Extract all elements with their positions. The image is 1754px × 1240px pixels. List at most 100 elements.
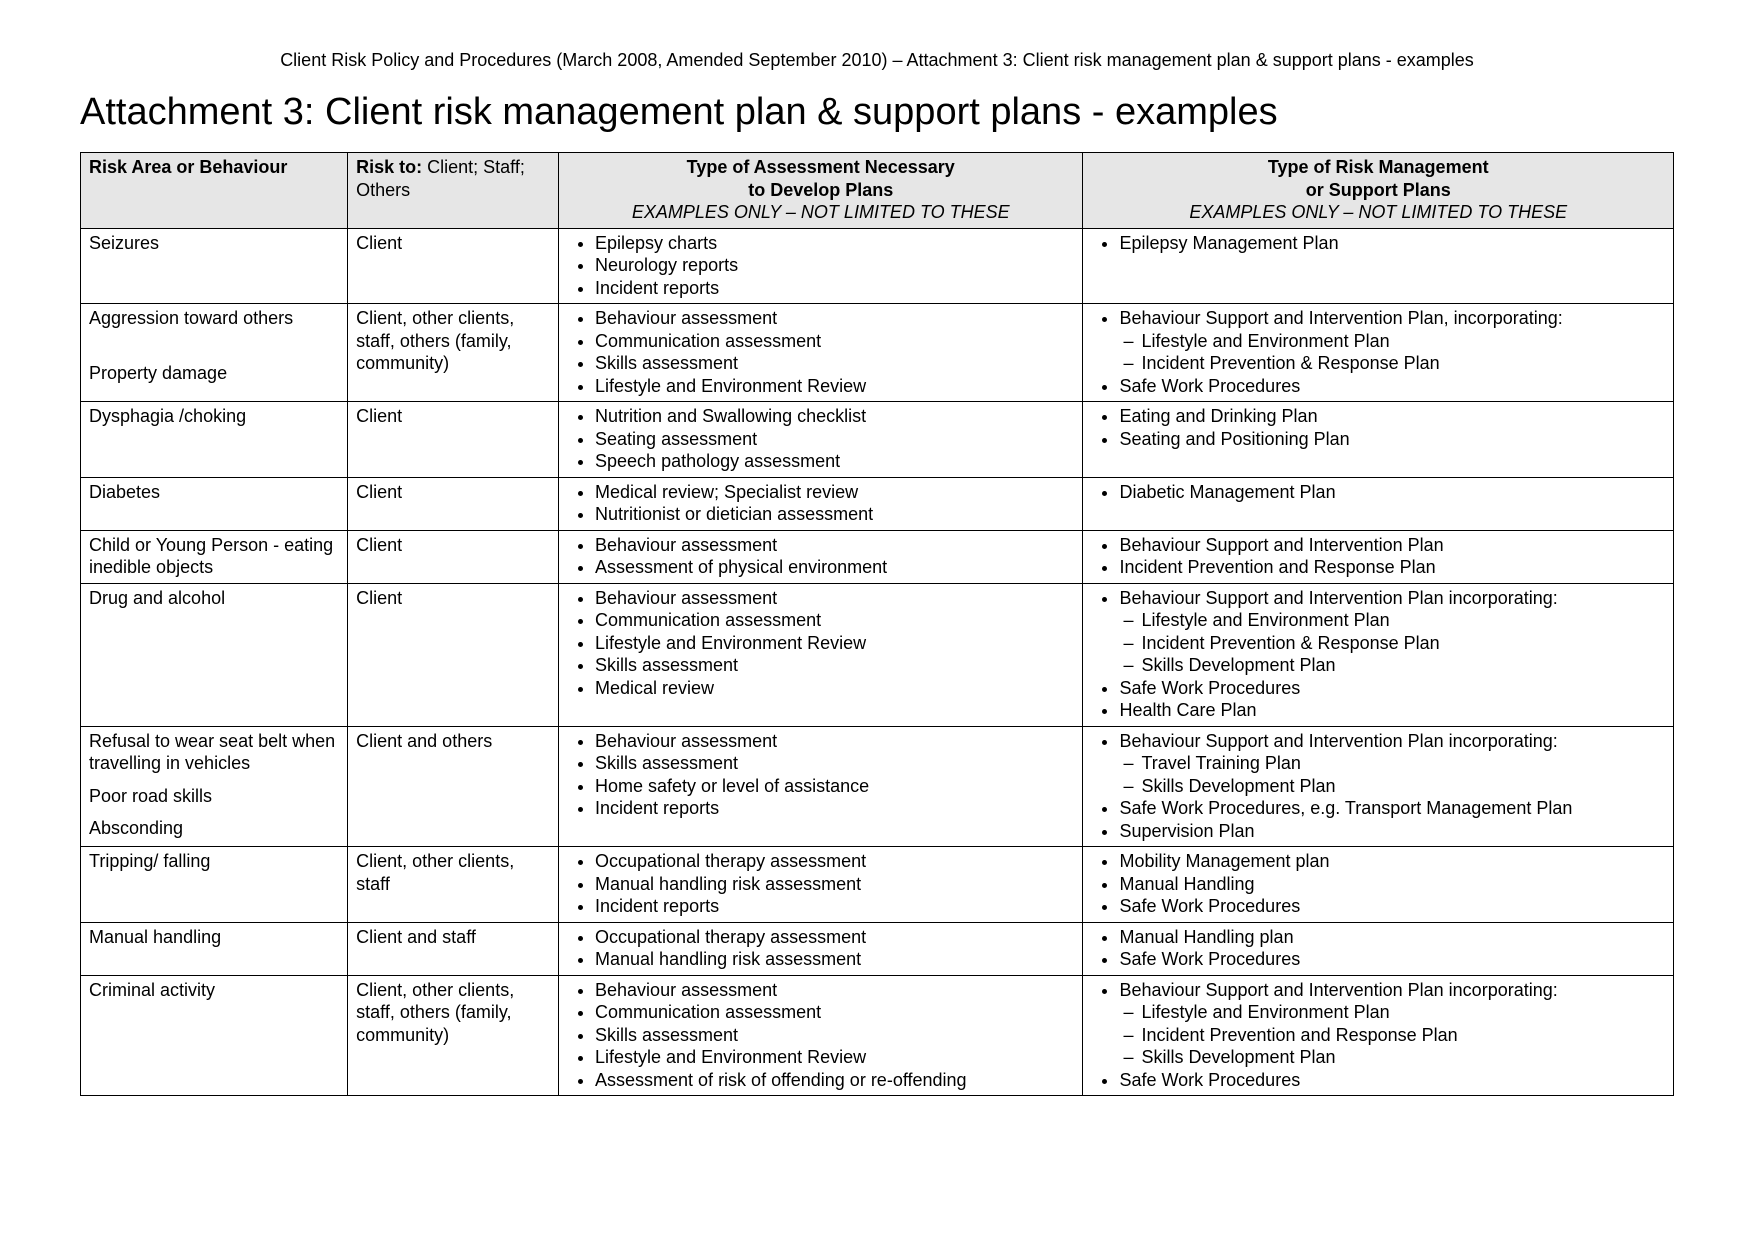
list-item: Occupational therapy assessment	[595, 926, 1074, 949]
list-item: Assessment of risk of offending or re-of…	[595, 1069, 1074, 1092]
list-item: Behaviour Support and Intervention Plan …	[1119, 730, 1665, 798]
cell-risk-area: Diabetes	[81, 477, 348, 530]
list-item: Manual handling risk assessment	[595, 873, 1074, 896]
list-subitem: Skills Development Plan	[1141, 1046, 1665, 1069]
cell-assessment: Behaviour assessmentAssessment of physic…	[559, 530, 1083, 583]
risk-area-text: Poor road skills	[89, 785, 339, 808]
list-item: Safe Work Procedures, e.g. Transport Man…	[1119, 797, 1665, 820]
list-item: Manual handling risk assessment	[595, 948, 1074, 971]
risk-area-text: Tripping/ falling	[89, 850, 339, 873]
list-item: Behaviour assessment	[595, 534, 1074, 557]
risk-area-text: Refusal to wear seat belt when travellin…	[89, 730, 339, 775]
list-subitem: Skills Development Plan	[1141, 775, 1665, 798]
cell-assessment: Occupational therapy assessmentManual ha…	[559, 922, 1083, 975]
col-header-assessment: Type of Assessment Necessary to Develop …	[559, 153, 1083, 229]
list-item: Speech pathology assessment	[595, 450, 1074, 473]
list-item: Skills assessment	[595, 654, 1074, 677]
list-item: Home safety or level of assistance	[595, 775, 1074, 798]
table-row: Seizures ClientEpilepsy chartsNeurology r…	[81, 228, 1674, 304]
list-item: Mobility Management plan	[1119, 850, 1665, 873]
cell-plans: Behaviour Support and Intervention Plan …	[1083, 583, 1674, 726]
list-item: Skills assessment	[595, 1024, 1074, 1047]
col-header-assessment-l2: to Develop Plans	[748, 180, 893, 200]
list-item: Seating and Positioning Plan	[1119, 428, 1665, 451]
col-header-assessment-sub: EXAMPLES ONLY – NOT LIMITED TO THESE	[567, 201, 1074, 224]
cell-plans: Behaviour Support and Intervention PlanI…	[1083, 530, 1674, 583]
cell-assessment: Behaviour assessmentSkills assessmentHom…	[559, 726, 1083, 847]
list-item: Assessment of physical environment	[595, 556, 1074, 579]
list-item: Behaviour Support and Intervention Plan,…	[1119, 307, 1665, 375]
cell-risk-area: Drug and alcohol	[81, 583, 348, 726]
list-item: Nutritionist or dietician assessment	[595, 503, 1074, 526]
cell-risk-to: Client, other clients, staff, others (fa…	[348, 304, 559, 402]
list-item: Behaviour assessment	[595, 730, 1074, 753]
table-row: Child or Young Person - eating inedible …	[81, 530, 1674, 583]
list-item: Manual Handling	[1119, 873, 1665, 896]
risk-table: Risk Area or Behaviour Risk to: Client; …	[80, 152, 1674, 1096]
cell-risk-to: Client and staff	[348, 922, 559, 975]
list-subitem: Incident Prevention and Response Plan	[1141, 1024, 1665, 1047]
cell-risk-area: Dysphagia /choking	[81, 402, 348, 478]
document-header: Client Risk Policy and Procedures (March…	[80, 50, 1674, 71]
table-row: Tripping/ falling Client, other clients, …	[81, 847, 1674, 923]
cell-plans: Epilepsy Management Plan	[1083, 228, 1674, 304]
cell-risk-area: Child or Young Person - eating inedible …	[81, 530, 348, 583]
cell-risk-to: Client, other clients, staff	[348, 847, 559, 923]
list-item: Behaviour Support and Intervention Plan	[1119, 534, 1665, 557]
page-title: Attachment 3: Client risk management pla…	[80, 91, 1674, 134]
cell-risk-to: Client	[348, 228, 559, 304]
cell-risk-area: Tripping/ falling	[81, 847, 348, 923]
list-item: Behaviour Support and Intervention Plan …	[1119, 979, 1665, 1069]
cell-assessment: Epilepsy chartsNeurology reportsIncident…	[559, 228, 1083, 304]
list-subitem: Incident Prevention & Response Plan	[1141, 352, 1665, 375]
cell-risk-to: Client	[348, 530, 559, 583]
risk-area-text: Child or Young Person - eating inedible …	[89, 534, 339, 579]
cell-risk-area: Criminal activity	[81, 975, 348, 1096]
cell-risk-area: Seizures	[81, 228, 348, 304]
risk-area-text: Drug and alcohol	[89, 587, 339, 610]
table-row: Aggression toward others Property damage…	[81, 304, 1674, 402]
table-row: Manual handlingClient and staffOccupatio…	[81, 922, 1674, 975]
list-item: Epilepsy Management Plan	[1119, 232, 1665, 255]
list-item: Safe Work Procedures	[1119, 677, 1665, 700]
list-subitem: Travel Training Plan	[1141, 752, 1665, 775]
cell-risk-to: Client	[348, 402, 559, 478]
list-item: Communication assessment	[595, 1001, 1074, 1024]
list-item: Medical review; Specialist review	[595, 481, 1074, 504]
list-subitem: Incident Prevention & Response Plan	[1141, 632, 1665, 655]
cell-plans: Behaviour Support and Intervention Plan …	[1083, 975, 1674, 1096]
cell-plans: Behaviour Support and Intervention Plan,…	[1083, 304, 1674, 402]
col-header-risk-to: Risk to: Client; Staff; Others	[348, 153, 559, 229]
risk-area-text: Seizures	[89, 232, 339, 255]
cell-assessment: Occupational therapy assessmentManual ha…	[559, 847, 1083, 923]
risk-area-text	[89, 340, 339, 363]
list-subitem: Lifestyle and Environment Plan	[1141, 330, 1665, 353]
list-item: Behaviour assessment	[595, 587, 1074, 610]
list-item: Incident reports	[595, 895, 1074, 918]
table-row: Refusal to wear seat belt when travellin…	[81, 726, 1674, 847]
list-subitem: Lifestyle and Environment Plan	[1141, 609, 1665, 632]
risk-area-text: Manual handling	[89, 926, 339, 949]
cell-plans: Eating and Drinking PlanSeating and Posi…	[1083, 402, 1674, 478]
table-row: Diabetes Client Medical review; Specialist…	[81, 477, 1674, 530]
cell-plans: Behaviour Support and Intervention Plan …	[1083, 726, 1674, 847]
list-item: Incident reports	[595, 277, 1074, 300]
cell-plans: Diabetic Management Plan	[1083, 477, 1674, 530]
cell-risk-area: Aggression toward others Property damage	[81, 304, 348, 402]
list-item: Supervision Plan	[1119, 820, 1665, 843]
cell-risk-to: Client	[348, 477, 559, 530]
col-header-risk-to-bold: Risk to:	[356, 157, 422, 177]
cell-risk-area: Refusal to wear seat belt when travellin…	[81, 726, 348, 847]
list-item: Health Care Plan	[1119, 699, 1665, 722]
list-item: Eating and Drinking Plan	[1119, 405, 1665, 428]
risk-area-text: Diabetes	[89, 481, 339, 504]
risk-area-text: Criminal activity	[89, 979, 339, 1002]
table-row: Dysphagia /chokingClient Nutrition and Sw…	[81, 402, 1674, 478]
list-item: Nutrition and Swallowing checklist	[595, 405, 1074, 428]
col-header-plans-sub: EXAMPLES ONLY – NOT LIMITED TO THESE	[1091, 201, 1665, 224]
table-body: SeizuresClientEpilepsy chartsNeurology r…	[81, 228, 1674, 1096]
cell-risk-area: Manual handling	[81, 922, 348, 975]
list-item: Skills assessment	[595, 752, 1074, 775]
list-item: Skills assessment	[595, 352, 1074, 375]
cell-risk-to: Client, other clients, staff, others (fa…	[348, 975, 559, 1096]
